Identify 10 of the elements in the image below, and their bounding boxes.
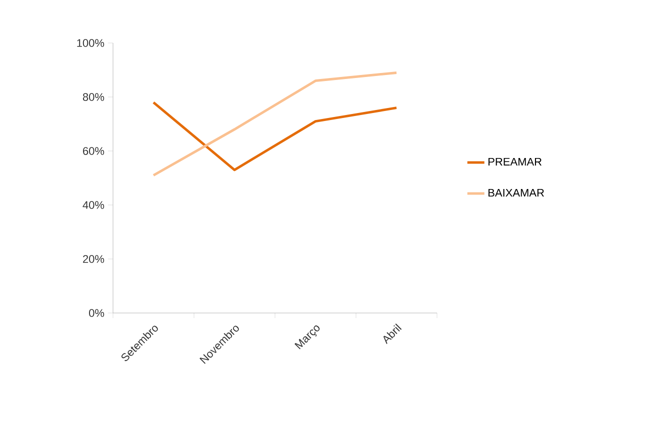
y-tick-label: 0% <box>89 309 104 317</box>
line-series <box>152 101 398 172</box>
legend-label: BAIXAMAR <box>488 188 544 197</box>
y-tick-label: 40% <box>82 201 104 209</box>
y-tick-label: 60% <box>83 147 104 155</box>
y-tick-label: 100% <box>77 39 104 47</box>
line-series <box>152 71 398 177</box>
y-tick-label: 20% <box>83 255 104 263</box>
legend-label: PREAMAR <box>488 158 542 166</box>
y-tick-label: 80% <box>82 93 104 101</box>
